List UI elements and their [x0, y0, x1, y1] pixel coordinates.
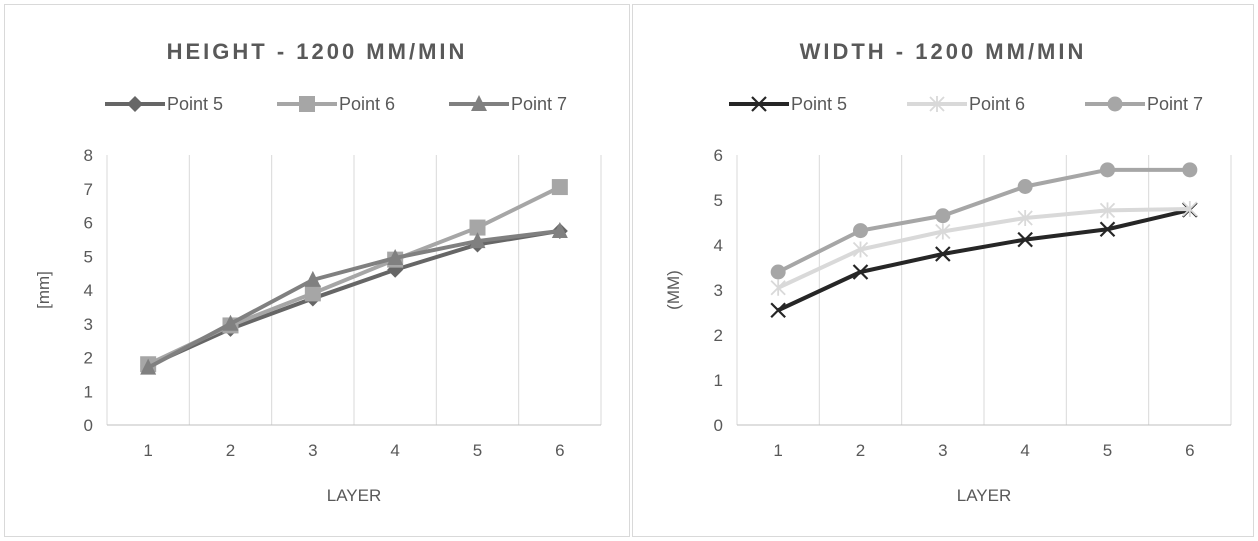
y-axis-title: (MM): [664, 270, 683, 310]
legend: Point 5 Point 6 Point 7: [729, 94, 1203, 114]
data-point: [852, 241, 869, 258]
x-tick-label: 2: [226, 441, 235, 460]
data-point: [304, 270, 321, 287]
legend-label: Point 5: [167, 94, 223, 114]
y-tick-label: 5: [84, 247, 93, 266]
series-point-7: [770, 162, 1198, 280]
y-tick-label: 1: [714, 371, 723, 390]
data-point: [304, 285, 321, 302]
data-point: [1099, 221, 1116, 238]
y-tick-label: 3: [714, 281, 723, 300]
x-tick-label: 6: [1185, 441, 1194, 460]
data-point: [469, 232, 486, 249]
series-line: [777, 167, 1190, 274]
y-tick-label: 0: [714, 416, 723, 435]
data-point: [770, 302, 786, 319]
height-chart-panel: HEIGHT - 1200 MM/MIN 0 1 2 3 4 5 6 7 8 1 2 3 4 5 6 LAYER…: [4, 4, 630, 537]
data-point: [1182, 162, 1198, 178]
series-line: [777, 207, 1190, 290]
data-point: [469, 219, 486, 236]
data-point: [853, 223, 868, 239]
x-tick-label: 5: [1103, 441, 1112, 460]
x-tick-label: 1: [143, 441, 152, 460]
data-point: [770, 264, 786, 280]
chart-title: HEIGHT - 1200 MM/MIN: [167, 39, 468, 64]
x-tick-label: 5: [473, 441, 482, 460]
y-tick-label: 5: [714, 191, 723, 210]
legend-item: Point 5: [729, 94, 847, 114]
y-tick-label: 6: [714, 146, 723, 165]
y-tick-label: 3: [84, 315, 93, 334]
data-point: [770, 279, 786, 296]
data-point: [1017, 179, 1033, 194]
data-point: [935, 246, 951, 262]
data-point: [222, 314, 239, 331]
legend-item: Point 6: [907, 94, 1025, 114]
data-point: [1017, 210, 1033, 226]
data-point: [1182, 201, 1198, 217]
legend-label: Point 7: [511, 94, 567, 114]
series-line: [777, 207, 1191, 313]
legend: Point 5 Point 6 Point 7: [105, 94, 567, 114]
x-tick-label: 3: [308, 441, 317, 460]
data-point: [852, 264, 869, 280]
legend-marker: [127, 96, 143, 112]
width-chart: WIDTH - 1200 MM/MIN 0 1 2 3 4 5 6 1 2 3 4 5 6 LAYER (MM…: [664, 39, 1232, 505]
data-point: [935, 223, 951, 240]
x-tick-label: 6: [555, 441, 564, 460]
legend-marker: [299, 96, 315, 112]
y-tick-label: 1: [84, 382, 93, 401]
chart-title: WIDTH - 1200 MM/MIN: [800, 39, 1087, 64]
legend-item: Point 6: [277, 94, 395, 114]
legend-marker: [471, 95, 487, 111]
data-point: [140, 358, 157, 375]
legend-label: Point 6: [339, 94, 395, 114]
height-chart: HEIGHT - 1200 MM/MIN 0 1 2 3 4 5 6 7 8 1 2 3 4 5 6 LAYER…: [34, 39, 602, 505]
data-point: [551, 221, 568, 238]
data-point: [387, 248, 404, 265]
gridlines: [736, 155, 1232, 425]
data-point: [935, 208, 951, 224]
series-line: [147, 228, 561, 368]
legend-label: Point 7: [1147, 94, 1203, 114]
series-point-7: [140, 221, 568, 375]
data-point: [1017, 231, 1033, 248]
y-tick-label: 6: [84, 214, 93, 233]
width-chart-panel: WIDTH - 1200 MM/MIN 0 1 2 3 4 5 6 1 2 3 4 5 6 LAYER (MM…: [632, 4, 1254, 537]
legend-item: Point 7: [449, 94, 567, 114]
y-tick-label: 8: [84, 146, 93, 165]
x-tick-label: 4: [390, 441, 399, 460]
legend-item: Point 5: [105, 94, 223, 114]
legend-marker: [929, 96, 945, 112]
x-tick-label: 1: [773, 441, 782, 460]
series-point-6: [770, 201, 1198, 296]
legend-marker: [751, 96, 767, 112]
x-axis-title: LAYER: [327, 486, 382, 505]
x-tick-label: 4: [1020, 441, 1029, 460]
y-tick-label: 7: [84, 180, 93, 199]
data-point: [551, 179, 568, 196]
legend-label: Point 5: [791, 94, 847, 114]
legend-marker: [1107, 96, 1123, 112]
y-tick-label: 4: [84, 281, 93, 300]
legend-label: Point 6: [969, 94, 1025, 114]
y-tick-label: 0: [84, 416, 93, 435]
x-axis-title: LAYER: [957, 486, 1012, 505]
gridlines: [106, 155, 602, 425]
data-point: [1100, 162, 1115, 178]
legend-item: Point 7: [1085, 94, 1203, 114]
x-tick-label: 2: [856, 441, 865, 460]
y-axis-title: [mm]: [34, 271, 53, 309]
series-line: [147, 228, 561, 370]
x-tick-label: 3: [938, 441, 947, 460]
y-tick-label: 4: [714, 236, 723, 255]
y-tick-label: 2: [714, 326, 723, 345]
data-point: [1099, 202, 1116, 219]
y-tick-label: 2: [84, 349, 93, 368]
